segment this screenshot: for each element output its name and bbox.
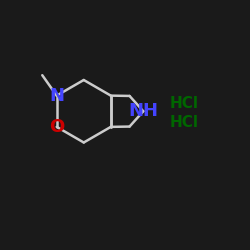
- Text: HCl: HCl: [170, 115, 199, 130]
- Text: NH: NH: [128, 102, 158, 120]
- Text: N: N: [49, 87, 64, 104]
- Text: O: O: [49, 118, 64, 136]
- Text: HCl: HCl: [170, 96, 199, 111]
